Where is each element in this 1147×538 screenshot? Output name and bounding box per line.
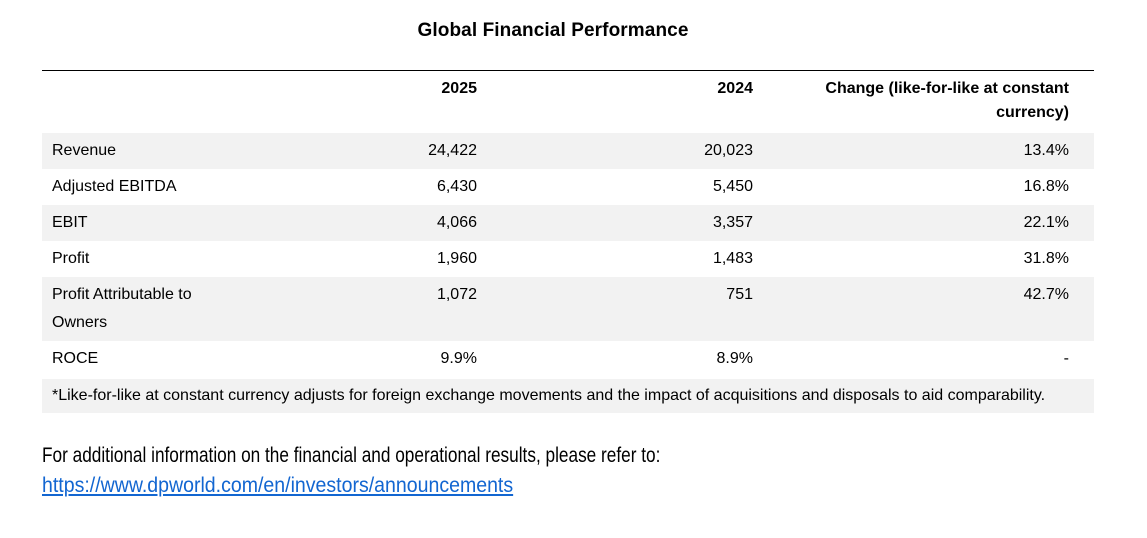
column-header-metric: [42, 70, 232, 133]
value-2024: 751: [477, 277, 753, 341]
document-page: Global Financial Performance 2025 2024 C…: [42, 0, 1094, 499]
row-label: ROCE: [42, 341, 232, 377]
table-row: Revenue 24,422 20,023 13.4%: [42, 133, 1094, 169]
value-change: 42.7%: [753, 277, 1094, 341]
table-row: ROCE 9.9% 8.9% -: [42, 341, 1094, 377]
table-header-row: 2025 2024 Change (like-for-like at const…: [42, 70, 1094, 133]
value-change: -: [753, 341, 1094, 377]
value-2025: 4,066: [232, 205, 477, 241]
value-2024: 20,023: [477, 133, 753, 169]
row-label: Revenue: [42, 133, 232, 169]
table-row: Adjusted EBITDA 6,430 5,450 16.8%: [42, 169, 1094, 205]
value-change: 22.1%: [753, 205, 1094, 241]
value-change: 31.8%: [753, 241, 1094, 277]
table-row: EBIT 4,066 3,357 22.1%: [42, 205, 1094, 241]
footer-section: For additional information on the financ…: [42, 443, 1094, 499]
column-header-change: Change (like-for-like at constant curren…: [753, 70, 1094, 133]
table-footnote: *Like-for-like at constant currency adju…: [42, 379, 1094, 413]
row-label: Profit Attributable to Owners: [42, 277, 232, 341]
value-2024: 5,450: [477, 169, 753, 205]
value-2024: 8.9%: [477, 341, 753, 377]
value-2024: 3,357: [477, 205, 753, 241]
value-2025: 24,422: [232, 133, 477, 169]
column-header-2025: 2025: [232, 70, 477, 133]
table-row: Profit Attributable to Owners 1,072 751 42.…: [42, 277, 1094, 341]
value-change: 16.8%: [753, 169, 1094, 205]
investors-announcements-link[interactable]: https://www.dpworld.com/en/investors/ann…: [42, 474, 514, 497]
column-header-2024: 2024: [477, 70, 753, 133]
value-2025: 6,430: [232, 169, 477, 205]
financial-performance-table: 2025 2024 Change (like-for-like at const…: [42, 70, 1094, 377]
value-2024: 1,483: [477, 241, 753, 277]
value-change: 13.4%: [753, 133, 1094, 169]
page-title: Global Financial Performance: [417, 20, 689, 41]
value-2025: 9.9%: [232, 341, 477, 377]
table-row: Profit 1,960 1,483 31.8%: [42, 241, 1094, 277]
row-label: EBIT: [42, 205, 232, 241]
value-2025: 1,960: [232, 241, 477, 277]
footer-text: For additional information on the financ…: [42, 444, 661, 467]
row-label: Profit: [42, 241, 232, 277]
row-label: Adjusted EBITDA: [42, 169, 232, 205]
value-2025: 1,072: [232, 277, 477, 341]
